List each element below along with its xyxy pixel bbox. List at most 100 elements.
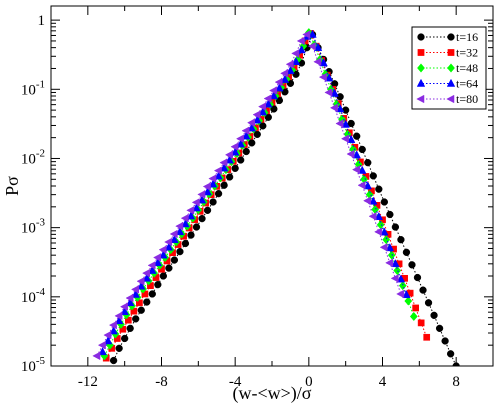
data-point bbox=[230, 147, 240, 156]
data-point bbox=[393, 265, 402, 276]
data-point bbox=[380, 198, 388, 206]
data-point bbox=[324, 88, 333, 97]
data-point bbox=[296, 36, 305, 46]
data-point bbox=[125, 293, 134, 303]
data-point bbox=[186, 206, 195, 215]
data-point bbox=[203, 206, 212, 214]
data-point bbox=[169, 229, 178, 239]
data-point bbox=[197, 190, 206, 199]
x-tick-label: -4 bbox=[229, 374, 242, 390]
data-point bbox=[242, 147, 250, 156]
data-point bbox=[302, 30, 311, 39]
legend-marker bbox=[417, 49, 425, 56]
data-point bbox=[308, 29, 317, 38]
data-point bbox=[363, 181, 372, 190]
data-point bbox=[191, 198, 200, 207]
data-point bbox=[347, 119, 355, 128]
data-point bbox=[198, 214, 206, 223]
data-point bbox=[263, 94, 272, 103]
y-axis-title: Pσ bbox=[2, 176, 22, 196]
data-point bbox=[248, 139, 256, 147]
data-point bbox=[247, 118, 255, 127]
data-point bbox=[192, 203, 201, 212]
data-point bbox=[236, 139, 245, 148]
data-point bbox=[329, 103, 338, 113]
data-point bbox=[175, 227, 185, 236]
x-axis-ticks: -12 -8 -4 0 4 8 bbox=[50, 6, 494, 390]
data-point bbox=[409, 311, 418, 322]
data-point bbox=[342, 106, 350, 114]
data-point bbox=[402, 248, 411, 256]
data-point bbox=[158, 245, 167, 254]
data-point bbox=[235, 134, 244, 143]
data-point bbox=[208, 179, 218, 188]
data-point bbox=[98, 347, 107, 356]
data-point bbox=[131, 289, 140, 298]
data-point bbox=[220, 181, 228, 189]
data-point bbox=[180, 213, 189, 223]
data-point bbox=[386, 210, 394, 219]
data-point bbox=[357, 181, 366, 190]
data-point bbox=[237, 156, 245, 164]
data-point bbox=[351, 165, 360, 174]
data-point bbox=[375, 185, 383, 193]
data-point bbox=[142, 273, 151, 282]
legend-entry: t=16 bbox=[417, 30, 478, 44]
data-point bbox=[319, 58, 328, 67]
data-point bbox=[247, 123, 256, 132]
data-point bbox=[136, 277, 145, 286]
data-point bbox=[181, 219, 190, 228]
data-point bbox=[130, 285, 139, 294]
data-point bbox=[225, 173, 234, 181]
y-axis-ticks: 10-5 10-4 10-3 10-2 10-1 1 bbox=[21, 13, 493, 375]
legend-entry: t=32 bbox=[417, 46, 478, 60]
legend-marker bbox=[416, 94, 425, 104]
data-point bbox=[391, 259, 400, 268]
legend-label: t=32 bbox=[456, 46, 478, 60]
data-point bbox=[231, 164, 239, 172]
data-point bbox=[258, 107, 268, 116]
data-point bbox=[219, 163, 229, 172]
data-point bbox=[147, 261, 156, 270]
data-point bbox=[452, 362, 460, 366]
data-point bbox=[114, 316, 124, 325]
data-point bbox=[97, 340, 106, 350]
y-tick-label: 10-3 bbox=[21, 217, 46, 237]
data-point bbox=[404, 296, 413, 306]
data-point bbox=[119, 302, 128, 311]
data-point bbox=[269, 91, 279, 100]
legend-marker bbox=[447, 49, 455, 56]
data-point bbox=[109, 356, 118, 365]
data-point bbox=[408, 261, 416, 269]
data-point bbox=[159, 272, 167, 280]
data-point bbox=[280, 74, 290, 83]
legend: t=16 t=32t=48 t=64t=80 bbox=[411, 26, 487, 110]
data-point bbox=[397, 236, 405, 244]
data-point bbox=[121, 334, 129, 343]
data-point bbox=[391, 223, 400, 231]
data-point bbox=[330, 88, 339, 97]
y-tick-label: 10-1 bbox=[21, 78, 45, 98]
data-point bbox=[153, 253, 162, 262]
data-point bbox=[103, 330, 112, 340]
data-point bbox=[213, 166, 222, 175]
data-point bbox=[353, 132, 361, 140]
data-point bbox=[335, 119, 344, 128]
data-point bbox=[346, 149, 355, 159]
data-point bbox=[126, 324, 134, 333]
y-tick-label: 10-2 bbox=[21, 147, 45, 167]
data-point bbox=[291, 49, 300, 58]
data-point bbox=[125, 298, 135, 307]
data-point bbox=[402, 290, 411, 299]
data-point bbox=[336, 93, 344, 101]
data-point bbox=[192, 223, 201, 231]
legend-label: t=48 bbox=[456, 61, 478, 75]
data-point bbox=[385, 258, 394, 268]
data-point bbox=[241, 126, 250, 135]
data-point bbox=[164, 242, 174, 251]
data-point bbox=[176, 247, 184, 256]
legend-entry: t=80 bbox=[416, 92, 478, 106]
data-point bbox=[108, 320, 117, 330]
data-point bbox=[114, 311, 123, 321]
